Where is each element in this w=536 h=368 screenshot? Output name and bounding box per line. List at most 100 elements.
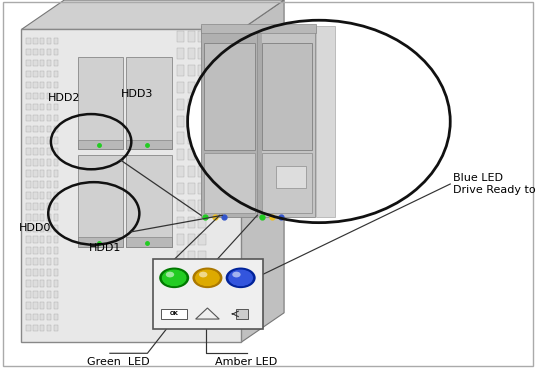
Bar	[177, 132, 184, 144]
Bar	[54, 181, 58, 188]
Bar	[40, 192, 44, 199]
Bar	[54, 314, 58, 320]
Bar	[188, 183, 195, 194]
Bar	[54, 93, 58, 99]
Bar	[33, 93, 38, 99]
Bar	[198, 285, 206, 296]
Bar	[259, 26, 315, 217]
Bar	[47, 181, 51, 188]
Bar	[54, 280, 58, 287]
Bar	[54, 203, 58, 210]
Bar	[198, 166, 206, 177]
Bar	[188, 302, 195, 313]
Bar	[54, 291, 58, 298]
Bar	[47, 170, 51, 177]
Bar	[204, 153, 255, 213]
Bar	[26, 258, 31, 265]
Bar	[26, 148, 31, 155]
Bar	[33, 280, 38, 287]
Bar	[47, 225, 51, 232]
Bar	[54, 325, 58, 331]
Bar	[40, 148, 44, 155]
Bar	[33, 71, 38, 77]
Bar	[177, 285, 184, 296]
Circle shape	[192, 268, 222, 288]
Bar	[78, 57, 123, 149]
Bar	[262, 43, 312, 150]
Circle shape	[232, 272, 241, 277]
Bar	[153, 259, 263, 329]
Bar	[40, 126, 44, 132]
Bar	[188, 116, 195, 127]
Bar	[40, 60, 44, 66]
Bar	[26, 302, 31, 309]
Bar	[54, 302, 58, 309]
Bar	[47, 115, 51, 121]
Bar	[54, 104, 58, 110]
Bar	[33, 236, 38, 243]
Bar	[188, 149, 195, 160]
Bar	[201, 24, 316, 33]
Bar	[26, 159, 31, 166]
Text: Amber LED
Service Action Required: Amber LED Service Action Required	[180, 357, 313, 368]
Bar	[177, 200, 184, 211]
Bar	[126, 155, 172, 247]
Bar	[188, 166, 195, 177]
Bar	[188, 99, 195, 110]
Bar	[177, 48, 184, 59]
Bar	[26, 325, 31, 331]
Bar	[198, 302, 206, 313]
Bar	[47, 302, 51, 309]
Bar	[26, 192, 31, 199]
Bar	[40, 82, 44, 88]
Bar	[33, 325, 38, 331]
Bar	[26, 269, 31, 276]
Bar	[198, 99, 206, 110]
Bar	[33, 258, 38, 265]
Bar	[33, 159, 38, 166]
Bar	[33, 269, 38, 276]
Bar	[26, 60, 31, 66]
Bar	[33, 126, 38, 132]
Bar	[198, 48, 206, 59]
Bar	[198, 183, 206, 194]
Bar	[54, 60, 58, 66]
Bar	[26, 115, 31, 121]
Bar	[33, 137, 38, 144]
Bar	[33, 192, 38, 199]
Bar	[54, 126, 58, 132]
Bar	[40, 203, 44, 210]
Bar	[78, 140, 123, 149]
Bar	[258, 26, 262, 217]
Bar	[47, 82, 51, 88]
Bar	[54, 115, 58, 121]
Bar	[47, 247, 51, 254]
Bar	[177, 149, 184, 160]
Bar	[54, 148, 58, 155]
Bar	[33, 115, 38, 121]
Bar	[40, 115, 44, 121]
Bar	[54, 170, 58, 177]
Bar	[40, 104, 44, 110]
Bar	[33, 49, 38, 55]
Bar	[47, 159, 51, 166]
Bar	[26, 203, 31, 210]
Bar	[40, 269, 44, 276]
Polygon shape	[21, 0, 284, 29]
Bar	[26, 137, 31, 144]
Bar	[47, 49, 51, 55]
Bar	[40, 71, 44, 77]
Bar	[78, 155, 123, 247]
Bar	[177, 166, 184, 177]
Text: Blue LED
Drive Ready to Remove: Blue LED Drive Ready to Remove	[453, 173, 536, 195]
Bar	[177, 31, 184, 42]
Circle shape	[166, 272, 174, 277]
Bar	[33, 170, 38, 177]
Bar	[54, 71, 58, 77]
Bar	[40, 302, 44, 309]
Bar	[161, 309, 187, 319]
Circle shape	[195, 269, 220, 287]
Circle shape	[226, 268, 256, 288]
Bar	[40, 325, 44, 331]
Bar	[188, 217, 195, 228]
